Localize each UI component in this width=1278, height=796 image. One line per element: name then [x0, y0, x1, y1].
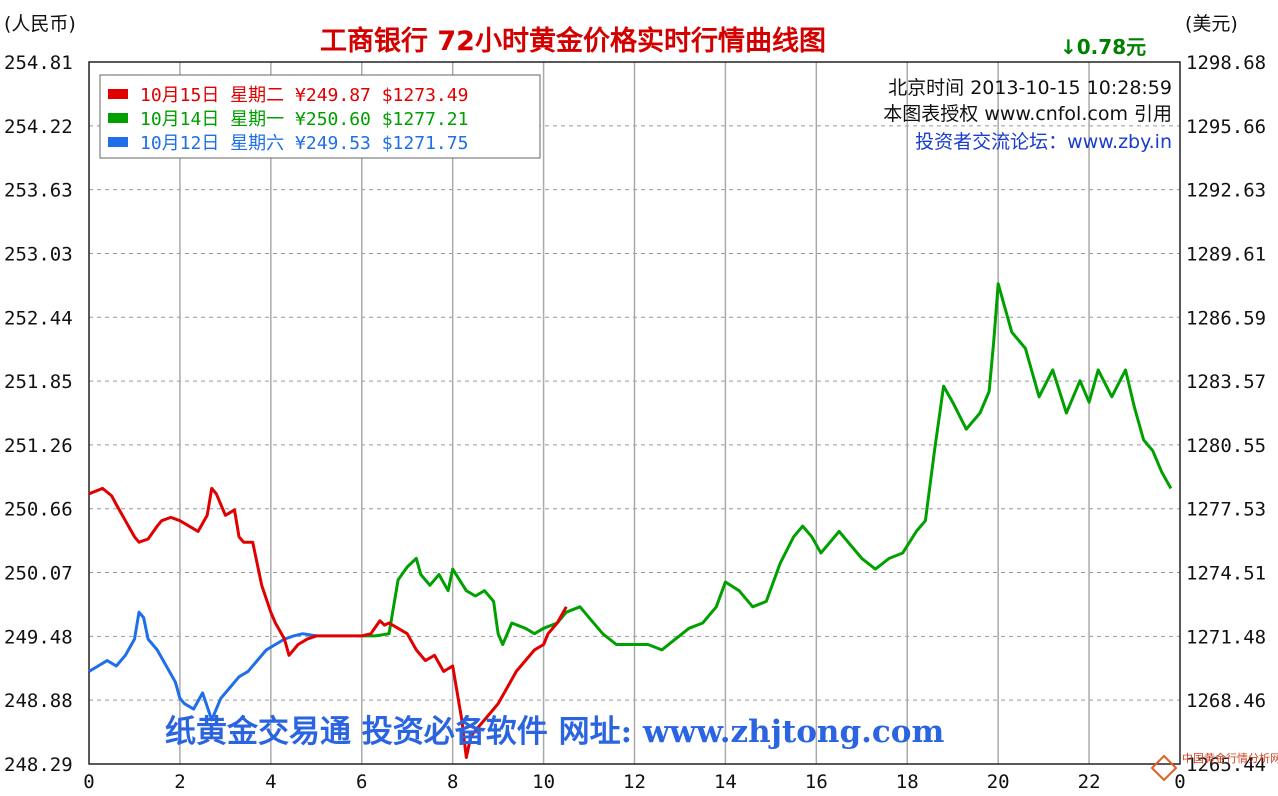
- corner-logo: 中国黄金行情分析网: [1150, 751, 1278, 782]
- y-axis-left: 254.81 254.22 253.63 253.03 252.44 251.85 251.…: [4, 52, 73, 776]
- x-tick-label: 20: [987, 771, 1010, 793]
- series-line-day14: [361, 282, 1173, 652]
- y-tick-label-left: 253.03: [4, 243, 73, 265]
- y-tick-label-right: 1298.68: [1186, 52, 1266, 74]
- y-tick-label-left: 248.29: [4, 754, 73, 776]
- series-lines: [88, 282, 1173, 759]
- x-tick-label: 10: [532, 771, 555, 793]
- legend-item-day14: 10月14日 星期一 ¥250.60 $1277.21: [140, 109, 468, 130]
- chart-title: 工商银行 72小时黄金价格实时行情曲线图: [320, 25, 826, 57]
- info-forum-link[interactable]: 投资者交流论坛：www.zby.in: [915, 131, 1172, 153]
- x-tick-label: 0: [1174, 771, 1185, 793]
- x-tick-label: 16: [805, 771, 828, 793]
- grid: [89, 62, 1180, 764]
- y-tick-label-left: 248.88: [4, 690, 73, 712]
- corner-logo-text: 中国黄金行情分析网: [1182, 751, 1278, 765]
- x-tick-label: 4: [265, 771, 276, 793]
- y-tick-label-left: 254.22: [4, 116, 73, 138]
- y-axis-left-unit: (人民币): [4, 13, 76, 35]
- y-tick-label-left: 253.63: [4, 180, 73, 202]
- y-tick-label-right: 1295.66: [1186, 116, 1266, 138]
- legend-swatch-day12: [108, 137, 128, 147]
- x-tick-label: 8: [447, 771, 458, 793]
- y-tick-label-left: 251.85: [4, 371, 73, 393]
- y-tick-label-left: 250.66: [4, 499, 73, 521]
- series-line-day15: [88, 486, 568, 759]
- legend-box: 10月15日 星期二 ¥249.87 $1273.49 10月14日 星期一 ¥…: [99, 74, 541, 159]
- y-tick-label-right: 1265.44: [1186, 754, 1266, 776]
- x-tick-label: 18: [896, 771, 919, 793]
- price-change: ↓0.78元: [1060, 35, 1146, 59]
- watermark-text: 纸黄金交易通 投资必备软件 网址: www.zhjtong.com: [165, 714, 944, 750]
- y-tick-label-right: 1271.48: [1186, 626, 1266, 648]
- x-tick-label: 2: [174, 771, 185, 793]
- y-tick-label-left: 249.48: [4, 626, 73, 648]
- x-tick-label: 22: [1078, 771, 1101, 793]
- x-tick-label: 0: [83, 771, 94, 793]
- legend-item-day12: 10月12日 星期六 ¥249.53 $1271.75: [140, 133, 468, 154]
- y-tick-label-right: 1289.61: [1186, 243, 1266, 265]
- y-tick-label-left: 254.81: [4, 52, 73, 74]
- x-tick-label: 12: [623, 771, 646, 793]
- info-timestamp: 北京时间 2013-10-15 10:28:59: [888, 77, 1172, 99]
- y-tick-label-right: 1277.53: [1186, 499, 1266, 521]
- y-tick-label-right: 1280.55: [1186, 435, 1266, 457]
- series-line-day12: [88, 610, 317, 722]
- y-tick-label-right: 1292.63: [1186, 180, 1266, 202]
- info-citation: 本图表授权 www.cnfol.com 引用: [883, 103, 1172, 125]
- y-axis-right: 1298.68 1295.66 1292.63 1289.61 1286.59 1283.…: [1186, 52, 1266, 776]
- legend-item-day15: 10月15日 星期二 ¥249.87 $1273.49: [140, 85, 468, 106]
- x-tick-label: 6: [356, 771, 367, 793]
- y-axis-right-unit: (美元): [1185, 13, 1238, 35]
- y-tick-label-right: 1283.57: [1186, 371, 1266, 393]
- plot-frame: [88, 61, 1181, 765]
- x-axis: 0 2 4 6 8 10 12 14 16 18 20 22 0: [83, 771, 1185, 793]
- y-tick-label-left: 250.07: [4, 563, 73, 585]
- y-tick-label-right: 1274.51: [1186, 563, 1266, 585]
- y-tick-label-left: 252.44: [4, 307, 73, 329]
- y-tick-label-left: 251.26: [4, 435, 73, 457]
- legend-swatch-day14: [108, 113, 128, 123]
- y-tick-label-right: 1286.59: [1186, 307, 1266, 329]
- x-tick-label: 14: [714, 771, 737, 793]
- legend-swatch-day15: [108, 89, 128, 99]
- y-tick-label-right: 1268.46: [1186, 690, 1266, 712]
